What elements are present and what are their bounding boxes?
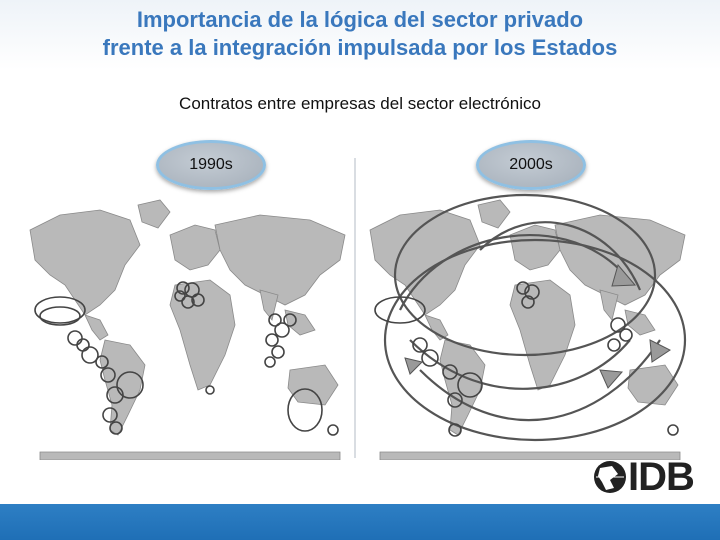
slide-subtitle: Contratos entre empresas del sector elec… <box>179 94 541 113</box>
map-divider <box>354 158 356 458</box>
title-line-2: frente a la integración impulsada por lo… <box>102 35 618 60</box>
idb-logo-text: IDB <box>628 455 695 499</box>
footer-bar <box>0 504 720 540</box>
era-badge-2000s: 2000s <box>476 140 586 190</box>
slide-title: Importancia de la lógica del sector priv… <box>0 6 720 62</box>
era-badge-1990s: 1990s <box>156 140 266 190</box>
contract-circles <box>34 281 339 436</box>
world-landmass <box>369 199 686 460</box>
header-background <box>0 0 720 70</box>
world-map-2000s <box>369 193 687 460</box>
arrow-heads <box>404 263 671 389</box>
world-map-1990s <box>29 199 346 460</box>
contract-circles <box>374 281 679 437</box>
idb-logo: IDB <box>592 456 700 498</box>
idb-globe-icon <box>594 461 626 493</box>
title-line-1: Importancia de la lógica del sector priv… <box>136 7 584 32</box>
world-landmass <box>29 199 346 460</box>
contract-arrows <box>383 193 687 442</box>
